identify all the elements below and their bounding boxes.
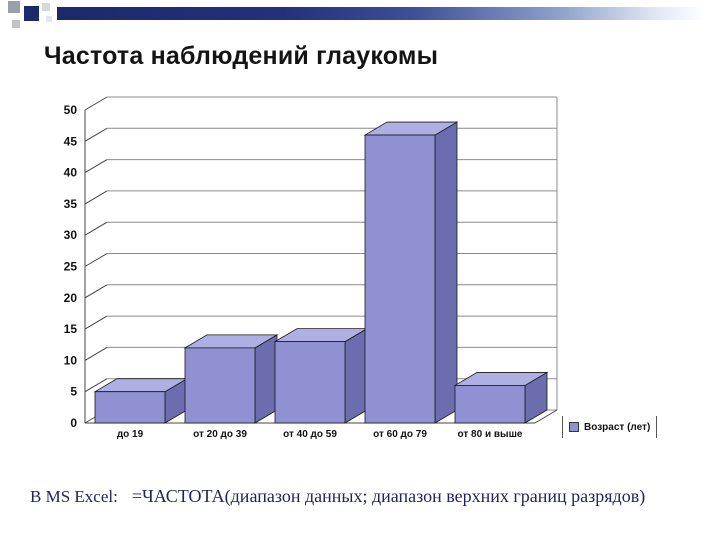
slide-title: Частота наблюдений глаукомы <box>44 42 439 70</box>
y-axis-label: 50 <box>64 103 78 117</box>
x-axis-label: от 20 до 39 <box>193 429 247 440</box>
y-axis-label: 15 <box>64 322 78 336</box>
footer-text: В MS Excel: =ЧАСТОТА(диапазон данных; диа… <box>30 486 700 507</box>
bar-front-face <box>454 385 526 424</box>
header-gradient-bar <box>57 7 705 20</box>
x-axis-label: от 60 до 79 <box>373 429 427 440</box>
legend: Возраст (лет) <box>562 416 658 438</box>
deco-square <box>42 3 50 11</box>
footer-formula: =ЧАСТОТА(диапазон данных; диапазон верхн… <box>131 486 646 506</box>
footer-prefix: В MS Excel: <box>30 487 118 506</box>
bar-side-face <box>344 327 368 424</box>
y-axis-label: 5 <box>70 385 77 399</box>
y-tick <box>84 159 108 174</box>
x-axis-label: от 40 до 59 <box>283 429 337 440</box>
y-tick <box>84 221 108 236</box>
y-axis-label: 0 <box>70 416 77 430</box>
y-axis-label: 20 <box>64 291 78 305</box>
y-tick <box>84 378 108 393</box>
deco-square <box>24 6 39 21</box>
bar-side-face <box>434 121 458 424</box>
x-axis-label: от 80 и выше <box>458 429 523 440</box>
y-axis-label: 40 <box>64 166 78 180</box>
y-tick <box>84 284 108 299</box>
legend-label: Возраст (лет) <box>584 421 651 433</box>
bar-front-face <box>184 347 256 424</box>
floor-right-edge <box>534 409 558 424</box>
y-axis-label: 35 <box>64 197 78 211</box>
legend-swatch <box>569 422 579 432</box>
y-axis-label: 45 <box>64 134 78 148</box>
x-axis-label: до 19 <box>117 429 144 440</box>
y-axis-label: 30 <box>64 228 78 242</box>
y-tick <box>84 190 108 205</box>
y-tick <box>84 346 108 361</box>
bar-front-face <box>274 341 346 424</box>
bar-front-face <box>94 391 166 424</box>
y-tick <box>84 127 108 142</box>
y-tick <box>84 315 108 330</box>
y-axis-label: 25 <box>64 260 78 274</box>
bar-front-face <box>364 134 436 424</box>
bar-side-face <box>254 334 278 424</box>
deco-square <box>46 16 52 22</box>
deco-square <box>12 20 20 28</box>
y-tick <box>84 253 108 267</box>
y-axis-label: 10 <box>64 353 78 367</box>
y-tick <box>84 96 108 111</box>
deco-square <box>8 1 20 13</box>
